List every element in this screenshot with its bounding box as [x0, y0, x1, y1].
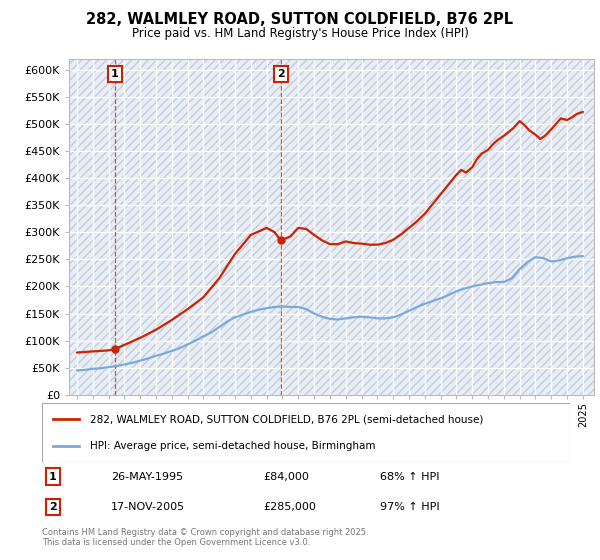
Text: 2: 2 [277, 69, 284, 79]
Text: 17-NOV-2005: 17-NOV-2005 [110, 502, 185, 512]
Text: HPI: Average price, semi-detached house, Birmingham: HPI: Average price, semi-detached house,… [89, 441, 375, 451]
Text: Price paid vs. HM Land Registry's House Price Index (HPI): Price paid vs. HM Land Registry's House … [131, 27, 469, 40]
Text: 97% ↑ HPI: 97% ↑ HPI [380, 502, 440, 512]
Text: 282, WALMLEY ROAD, SUTTON COLDFIELD, B76 2PL: 282, WALMLEY ROAD, SUTTON COLDFIELD, B76… [86, 12, 514, 27]
Text: 68% ↑ HPI: 68% ↑ HPI [380, 472, 439, 482]
FancyBboxPatch shape [42, 403, 570, 462]
Text: 1: 1 [49, 472, 56, 482]
Text: This data is licensed under the Open Government Licence v3.0.: This data is licensed under the Open Gov… [42, 538, 310, 547]
Text: £84,000: £84,000 [264, 472, 310, 482]
Text: 1: 1 [111, 69, 119, 79]
Text: 282, WALMLEY ROAD, SUTTON COLDFIELD, B76 2PL (semi-detached house): 282, WALMLEY ROAD, SUTTON COLDFIELD, B76… [89, 414, 483, 424]
Text: £285,000: £285,000 [264, 502, 317, 512]
Text: 2: 2 [49, 502, 56, 512]
Text: 26-MAY-1995: 26-MAY-1995 [110, 472, 183, 482]
Text: Contains HM Land Registry data © Crown copyright and database right 2025.: Contains HM Land Registry data © Crown c… [42, 528, 368, 536]
